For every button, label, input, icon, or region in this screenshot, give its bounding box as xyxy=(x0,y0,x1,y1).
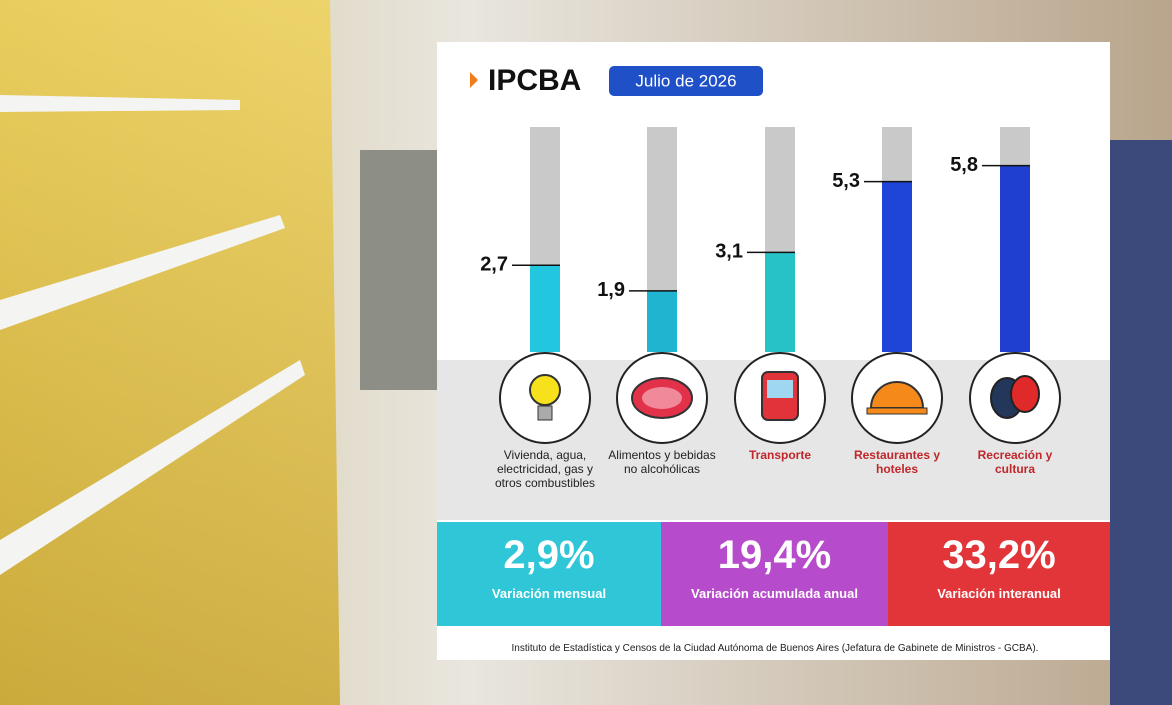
category-label: Transporte xyxy=(748,448,811,462)
value-label: 5,3 xyxy=(832,170,860,192)
shelves xyxy=(0,95,305,575)
value-label: 3,1 xyxy=(715,241,743,263)
period-badge xyxy=(609,66,763,96)
bar xyxy=(765,252,795,352)
stat-box xyxy=(661,522,888,626)
bar xyxy=(647,290,677,352)
title: IPCBA xyxy=(488,64,581,97)
value-label: 1,9 xyxy=(597,279,625,301)
stat-value: 19,4% xyxy=(717,533,832,577)
footer: Instituto de Estadística y Censos de la … xyxy=(511,643,1039,654)
stat-box xyxy=(888,522,1110,626)
category-label: Vivienda, agua, electricidad, gas y otro… xyxy=(494,448,596,490)
stat-label: Variación mensual xyxy=(491,586,607,601)
period: Julio de 2026 xyxy=(635,71,736,90)
stat-label: Variación interanual xyxy=(937,586,1061,601)
category-label: Alimentos y bebidas no alcohólicas xyxy=(608,448,716,476)
stat-value: 2,9% xyxy=(503,533,595,577)
value-label: 2,7 xyxy=(480,253,508,275)
category-label: Restaurantes y hoteles xyxy=(853,448,941,476)
icons xyxy=(499,352,1061,444)
stat-label: Variación acumulada anual xyxy=(691,586,858,601)
category-label: Recreación y cultura xyxy=(977,448,1053,476)
person-left xyxy=(360,150,440,390)
person-right xyxy=(1110,140,1172,705)
title-arrow xyxy=(470,72,478,88)
bar xyxy=(882,181,912,352)
stat-value: 33,2% xyxy=(942,533,1056,577)
shelf-bottles xyxy=(0,0,340,705)
value-label: 5,8 xyxy=(950,154,978,176)
stat-box xyxy=(437,522,661,626)
bar xyxy=(1000,165,1030,352)
bar xyxy=(530,265,560,352)
